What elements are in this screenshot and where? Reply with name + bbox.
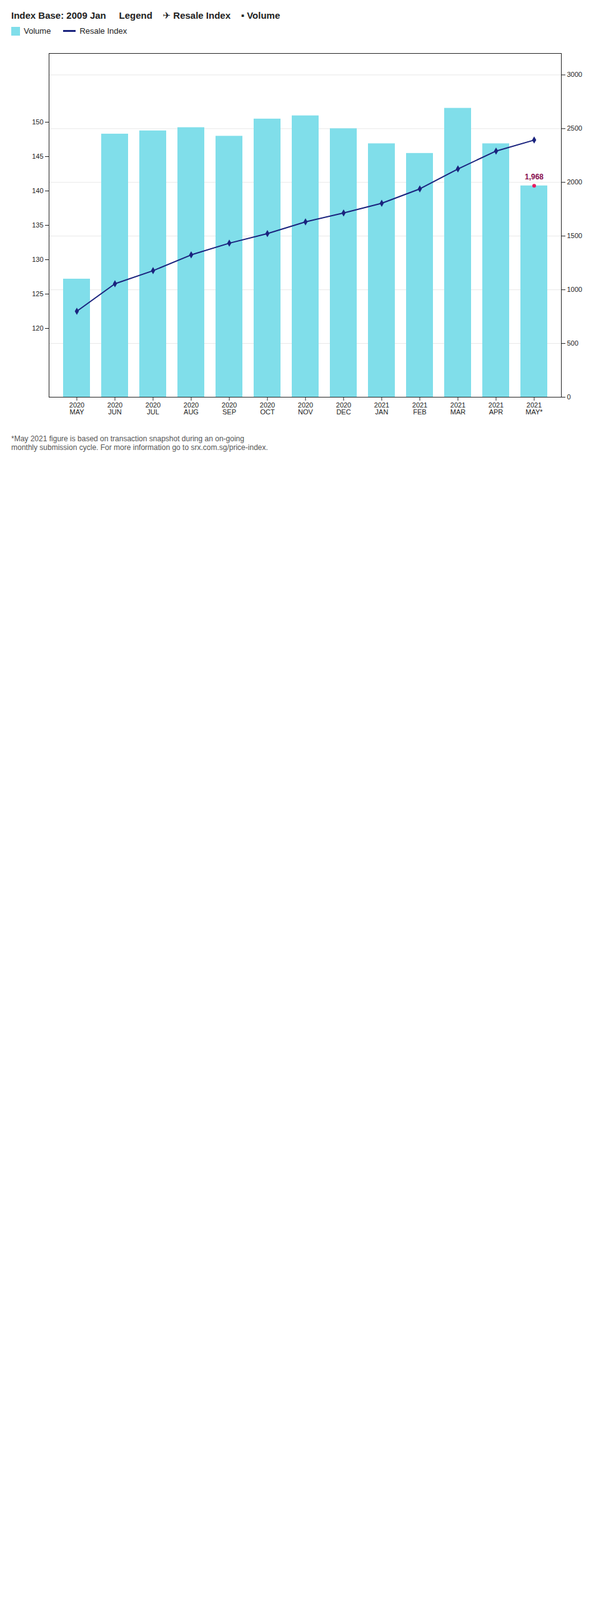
svg-text:2021FEB: 2021FEB: [412, 401, 428, 416]
html-text:Volume: Volume: [23, 26, 51, 36]
svg-text:125: 125: [31, 289, 44, 298]
html-text:*May 2021 figure is based on t: *May 2021 figure is based on transaction…: [11, 434, 268, 452]
svg-text:2020AUG: 2020AUG: [183, 401, 199, 416]
svg-text:2021MAR: 2021MAR: [450, 401, 467, 416]
svg-text:135: 135: [31, 221, 44, 229]
svg-text:2020OCT: 2020OCT: [259, 401, 275, 416]
svg-text:2020MAY: 2020MAY: [69, 401, 85, 416]
html-text:Resale Index: Resale Index: [79, 26, 128, 36]
svg-text:2021JAN: 2021JAN: [374, 401, 390, 416]
svg-text:120: 120: [31, 324, 44, 332]
svg-text:2020JUN: 2020JUN: [107, 401, 123, 416]
svg-text:2020JUL: 2020JUL: [145, 401, 161, 416]
svg-text:2020SEP: 2020SEP: [221, 401, 237, 416]
svg-text:2021APR: 2021APR: [488, 401, 504, 416]
svg-text:140: 140: [31, 186, 44, 195]
svg-text:0: 0: [567, 392, 572, 401]
svg-text:130: 130: [31, 255, 44, 264]
svg-text:2020NOV: 2020NOV: [298, 401, 314, 416]
svg-text:145: 145: [31, 152, 44, 160]
svg-text:1500: 1500: [567, 231, 583, 240]
svg-text:1,968: 1,968: [524, 172, 544, 182]
svg-text:2021MAY*: 2021MAY*: [525, 401, 543, 416]
svg-text:2500: 2500: [567, 124, 583, 132]
svg-text:500: 500: [567, 339, 579, 347]
svg-text:2020DEC: 2020DEC: [336, 401, 352, 416]
svg-text:150: 150: [31, 118, 44, 126]
html-text:Index Base: 2009 Jan Legend ✈: Index Base: 2009 Jan Legend ✈ Resale Ind…: [11, 9, 281, 21]
svg-text:3000: 3000: [567, 70, 583, 79]
svg-text:1000: 1000: [567, 285, 583, 294]
svg-text:2000: 2000: [567, 178, 583, 186]
